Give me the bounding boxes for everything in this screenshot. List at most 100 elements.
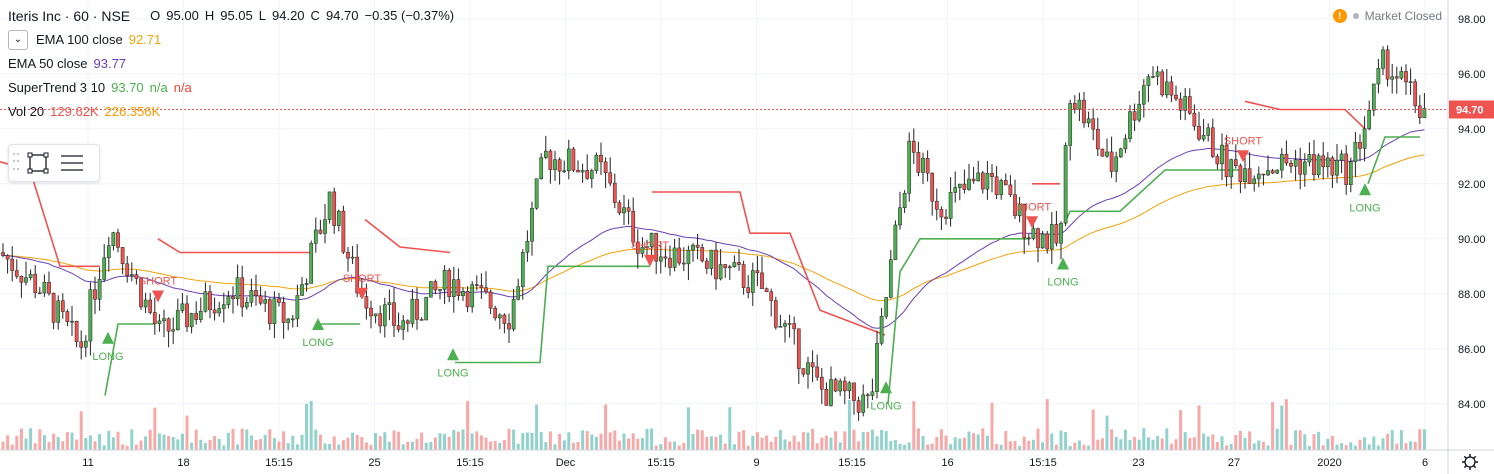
volume-bar (1353, 445, 1357, 450)
volume-bar (484, 437, 488, 450)
candle-body (19, 276, 24, 283)
volume-bar (953, 437, 957, 450)
candle-body (1059, 222, 1063, 244)
vol-name: Vol 20 (8, 104, 45, 119)
ema50-row[interactable]: EMA 50 close 93.77 (8, 52, 454, 76)
candle-body (1408, 81, 1413, 83)
candle-body (1339, 153, 1344, 161)
candle-body (1178, 98, 1183, 111)
candle-body (566, 148, 571, 172)
volume-bar (10, 444, 14, 450)
volume-bar (834, 431, 838, 450)
candle-body (589, 170, 594, 179)
open-value: 95.00 (166, 8, 199, 23)
candle-body (1151, 76, 1155, 78)
drawing-toolbar[interactable] (8, 144, 100, 182)
x-tick-label: 9 (753, 457, 759, 469)
candle-body (180, 303, 185, 311)
candle-body (189, 313, 194, 328)
volume-bar (1312, 434, 1316, 450)
volume-bar (1330, 435, 1334, 450)
volume-bar (594, 436, 598, 450)
volume-bar (1275, 428, 1279, 450)
volume-bar (392, 430, 396, 450)
market-status[interactable]: ! Market Closed (1332, 9, 1442, 23)
volume-bar (673, 441, 677, 450)
volume-bar (1372, 436, 1376, 450)
volume-bar (1105, 415, 1109, 450)
candle-body (594, 154, 599, 171)
candle-body (1183, 96, 1188, 111)
candle-body (456, 279, 461, 296)
high-value: 95.05 (220, 8, 253, 23)
volume-bar (1243, 437, 1247, 450)
candle-body (484, 287, 488, 293)
short-arrow-icon (644, 254, 656, 267)
volume-bar (930, 443, 934, 450)
volume-bar (1133, 436, 1137, 450)
candle-body (580, 170, 585, 173)
candle-body (231, 296, 235, 300)
candle-body (1049, 224, 1054, 250)
candle-body (1307, 154, 1312, 163)
volume-bar (121, 444, 125, 450)
volume-bar (548, 431, 552, 450)
candle-body (1068, 103, 1073, 146)
candle-body (106, 245, 111, 259)
candle-body (208, 291, 212, 311)
volume-bar (875, 436, 879, 450)
candle-body (1109, 151, 1114, 172)
candle-body (1141, 85, 1146, 105)
volume-bar (291, 435, 295, 450)
volume-bar (760, 437, 764, 450)
drag-handle-icon[interactable] (13, 153, 21, 173)
volume-bar (1041, 442, 1045, 450)
volume-bar (1321, 445, 1325, 450)
chevron-down-icon[interactable]: ⌄ (8, 30, 28, 50)
settings-lines-icon[interactable] (55, 148, 89, 178)
volume-bar (24, 438, 28, 450)
volume-bar (461, 429, 465, 450)
x-tick-label: 25 (368, 457, 380, 469)
volume-bar (525, 432, 529, 450)
candle-body (378, 313, 383, 327)
volume-bar (668, 441, 672, 450)
volume-bar (98, 434, 102, 450)
candle-body (801, 368, 806, 375)
symbol-title[interactable]: Iteris Inc · 60 · NSE (8, 8, 131, 24)
volume-bar (958, 438, 962, 450)
candle-body (1247, 168, 1252, 184)
volume-bar (383, 432, 387, 450)
volume-bar (429, 441, 433, 450)
supertrend-row[interactable]: SuperTrend 3 10 93.70 n/a n/a (8, 76, 454, 100)
volume-bar (562, 440, 566, 450)
candle-body (617, 202, 622, 214)
candle-body (847, 382, 852, 392)
volume-bar (1317, 431, 1321, 450)
volume-bar (1280, 405, 1284, 450)
x-tick-label: 16 (941, 457, 953, 469)
candle-body (727, 266, 732, 269)
info-icon[interactable]: ! (1332, 9, 1347, 23)
candle-body (1077, 99, 1082, 110)
volume-bar (1, 441, 5, 450)
candle-body (60, 300, 65, 312)
candle-body (658, 256, 663, 262)
volume-bar (346, 437, 350, 450)
volume-bar (378, 436, 382, 450)
volume-bar (309, 400, 313, 450)
volume-row[interactable]: Vol 20 129.62K 226.356K (8, 100, 454, 124)
legend: Iteris Inc · 60 · NSE O 95.00 H 95.05 L 94.… (8, 4, 454, 124)
candle-body (14, 270, 19, 277)
short-arrow-icon (1026, 216, 1038, 229)
volume-bar (1284, 399, 1288, 450)
candle-body (502, 314, 507, 324)
candle-body (1206, 127, 1211, 136)
supertrend-segment (1064, 169, 1240, 223)
candle-body (1155, 71, 1160, 77)
ema100-row[interactable]: ⌄ EMA 100 close 92.71 (8, 28, 454, 52)
volume-bar (567, 432, 571, 450)
volume-bar (341, 440, 345, 450)
rectangle-icon[interactable] (21, 148, 55, 178)
